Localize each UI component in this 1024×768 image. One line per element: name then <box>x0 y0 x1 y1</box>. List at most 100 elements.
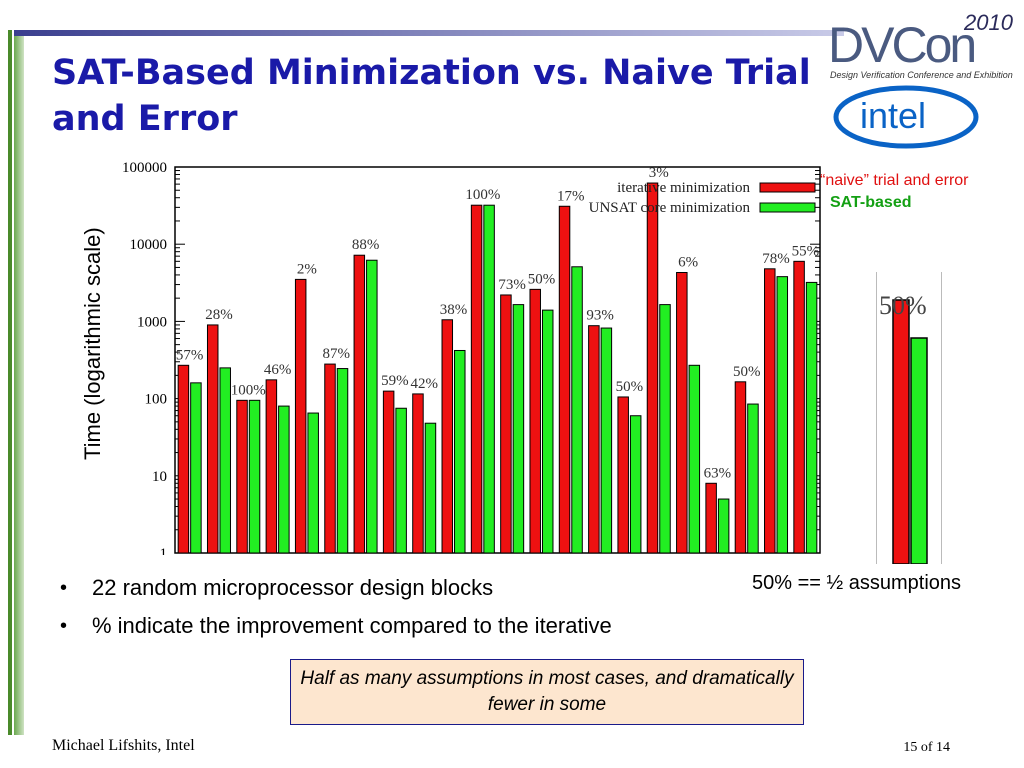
bar-iterative <box>588 325 600 554</box>
bar-unsat <box>512 304 525 554</box>
bullet-item-1: 22 random microprocessor design blocks <box>56 574 612 612</box>
bar-unsat <box>747 403 759 554</box>
bar-iterative <box>764 268 776 554</box>
footer-author: Michael Lifshits, Intel <box>52 737 195 754</box>
color-legend: “naive” trial and error SAT-based <box>820 170 969 214</box>
legend-series-label: UNSAT core minimization <box>589 200 751 216</box>
bar-unsat <box>190 382 202 554</box>
bar-unsat <box>659 304 671 554</box>
bar-percent-label: 100% <box>465 187 500 203</box>
bar-unsat <box>307 412 319 554</box>
bar-iterative <box>265 379 278 554</box>
bar-iterative <box>676 271 688 554</box>
y-tick-label: 1000 <box>137 314 167 330</box>
bar-percent-label: 38% <box>440 302 468 318</box>
bar-iterative <box>412 393 424 554</box>
bar-unsat <box>424 422 437 554</box>
bar-iterative <box>529 288 541 554</box>
bar-percent-label: 6% <box>678 254 698 270</box>
bar-unsat <box>600 327 613 554</box>
bar-unsat <box>571 266 583 554</box>
bar-unsat <box>278 405 290 554</box>
bullet-item-2: % indicate the improvement compared to t… <box>56 612 612 650</box>
legend-series-swatch <box>759 182 816 193</box>
inset-note: 50% == ½ assumptions <box>752 572 962 594</box>
bar-iterative <box>353 254 366 554</box>
inset-green-bar <box>910 337 928 565</box>
bar-unsat <box>336 368 349 554</box>
y-tick-label: 100000 <box>122 160 167 176</box>
bar-percent-label: 57% <box>176 347 204 363</box>
bar-percent-label: 2% <box>297 261 317 277</box>
bar-unsat <box>366 259 378 554</box>
bar-iterative <box>617 396 629 554</box>
bar-iterative <box>441 319 454 554</box>
left-accent-bar <box>8 30 12 735</box>
bar-iterative <box>177 364 190 554</box>
plot-frame <box>174 166 821 554</box>
bar-percent-label: 55% <box>792 243 820 259</box>
bar-percent-label: 28% <box>205 307 233 323</box>
bar-percent-label: 59% <box>381 373 409 389</box>
bar-iterative <box>206 324 219 554</box>
bar-iterative <box>734 381 747 554</box>
bar-unsat <box>688 364 701 554</box>
bar-percent-label: 46% <box>264 362 292 378</box>
y-tick-label: 1 <box>160 546 168 555</box>
inset-bars: 50% <box>876 272 942 565</box>
bar-percent-label: 42% <box>410 376 438 392</box>
bar-iterative <box>294 278 307 554</box>
dvcon-subtitle: Design Verification Conference and Exhib… <box>830 70 1013 80</box>
bar-unsat <box>483 204 495 554</box>
bar-iterative <box>705 482 717 554</box>
bar-unsat <box>541 309 554 554</box>
bar-percent-label: 87% <box>323 346 351 362</box>
bar-percent-label: 93% <box>586 308 614 324</box>
bar-unsat <box>454 349 466 554</box>
bar-iterative <box>236 399 248 554</box>
bar-percent-label: 88% <box>352 237 380 253</box>
slide-title: SAT-Based Minimization vs. Naive Trial a… <box>52 53 811 139</box>
left-accent-gradient <box>14 30 24 735</box>
bar-iterative <box>558 205 571 554</box>
bar-percent-label: 63% <box>704 465 732 481</box>
bar-iterative <box>500 294 512 554</box>
bar-unsat <box>395 407 407 554</box>
y-tick-label: 10 <box>152 469 167 485</box>
bar-percent-label: 78% <box>762 251 790 267</box>
bar-iterative <box>470 204 483 554</box>
bar-iterative <box>324 363 336 554</box>
bar-percent-label: 73% <box>498 277 525 293</box>
bar-chart: 1 10 100 1000 10000 100000 57% 28% 100% 46% 2% 87% 8… <box>122 160 821 555</box>
bar-iterative <box>793 260 805 554</box>
dvcon-logo: DVCon 2010 Design Verification Conferenc… <box>828 10 1014 80</box>
legend-series-swatch <box>759 202 816 213</box>
inset-red-bar <box>892 299 910 565</box>
bar-percent-label: 100% <box>231 382 266 398</box>
bar-percent-label: 17% <box>557 188 585 204</box>
legend-naive: “naive” trial and error <box>820 172 969 189</box>
bar-unsat <box>219 367 231 554</box>
legend-sat: SAT-based <box>830 194 912 211</box>
bar-unsat <box>717 498 730 554</box>
bar-unsat <box>805 281 818 554</box>
inset-label: 50% <box>879 291 927 320</box>
inset-svg: 50% <box>879 291 928 565</box>
legend-series-label: iterative minimization <box>617 180 750 196</box>
bar-unsat <box>776 276 789 554</box>
bar-percent-label: 3% <box>649 165 669 181</box>
bullet-list: 22 random microprocessor design blocks %… <box>56 574 612 650</box>
y-tick-label: 10000 <box>130 237 168 253</box>
bar-percent-label: 50% <box>528 271 556 287</box>
dvcon-year: 2010 <box>963 10 1014 35</box>
bar-percent-label: 50% <box>733 364 761 380</box>
intel-logo: intel <box>833 85 979 149</box>
callout-box: Half as many assumptions in most cases, … <box>290 659 804 725</box>
bar-iterative <box>646 182 659 554</box>
top-accent-bar <box>14 30 844 36</box>
page-number: 15 of 14 <box>903 740 950 755</box>
bar-iterative <box>382 390 395 554</box>
y-tick-label: 100 <box>145 392 168 408</box>
dvcon-text: DVCon <box>828 17 974 73</box>
bar-percent-label: 50% <box>616 379 644 395</box>
